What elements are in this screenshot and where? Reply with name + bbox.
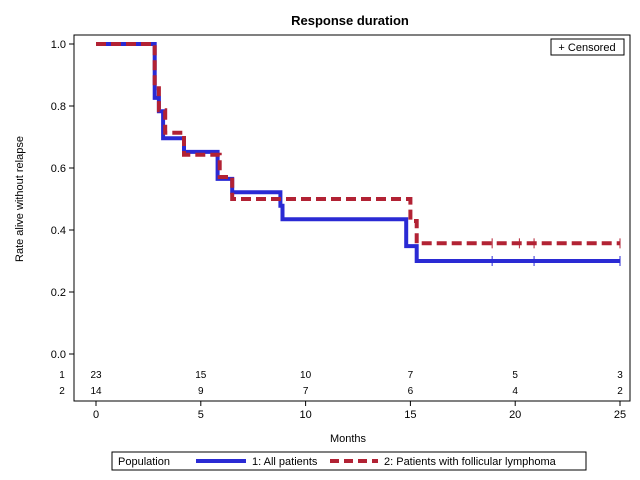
x-tick-label: 5 <box>198 409 204 421</box>
legend-label-follicular-lymphoma: 2: Patients with follicular lymphoma <box>384 456 557 468</box>
at-risk-count: 6 <box>408 386 414 397</box>
y-axis-label: Rate alive without relapse <box>14 136 26 262</box>
y-tick-label: 0.6 <box>51 163 66 175</box>
x-tick-label: 25 <box>614 409 626 421</box>
x-axis-label: Months <box>330 433 367 445</box>
at-risk-count: 23 <box>90 370 102 381</box>
censored-legend-box <box>550 38 625 56</box>
at-risk-count: 4 <box>512 386 518 397</box>
x-tick-label: 15 <box>404 409 416 421</box>
at-risk-count: 7 <box>408 370 414 381</box>
y-tick-label: 0.2 <box>51 287 66 299</box>
plot-area: 0.0 0.2 0.4 0.6 0.8 1.0 0 5 10 15 20 25 1 23 15 10 7 5 3 2 1… <box>51 34 631 421</box>
chart-title: Response duration <box>291 13 409 28</box>
at-risk-count: 7 <box>303 386 309 397</box>
at-risk-count: 3 <box>617 370 623 381</box>
at-risk-count: 14 <box>90 386 102 397</box>
y-tick-label: 1.0 <box>51 39 66 51</box>
y-tick-label: 0.8 <box>51 101 66 113</box>
y-tick-label: 0.0 <box>51 349 66 361</box>
legend: Population 1: All patients 2: Patients w… <box>111 451 587 471</box>
at-risk-row-label: 2 <box>59 386 65 397</box>
legend-title: Population <box>118 456 170 468</box>
at-risk-count: 10 <box>300 370 312 381</box>
x-tick-label: 0 <box>93 409 99 421</box>
plot-frame-border <box>73 34 631 402</box>
y-tick-label: 0.4 <box>51 225 66 237</box>
censored-legend-label: + Censored <box>558 42 615 54</box>
at-risk-count: 2 <box>617 386 623 397</box>
at-risk-count: 9 <box>198 386 204 397</box>
x-tick-label: 20 <box>509 409 521 421</box>
x-tick-label: 10 <box>299 409 311 421</box>
at-risk-count: 5 <box>512 370 518 381</box>
series-line-2 <box>96 42 620 246</box>
legend-label-all-patients: 1: All patients <box>252 456 318 468</box>
at-risk-row-label: 1 <box>59 370 65 381</box>
censored-legend: + Censored <box>550 38 625 56</box>
at-risk-count: 15 <box>195 370 207 381</box>
